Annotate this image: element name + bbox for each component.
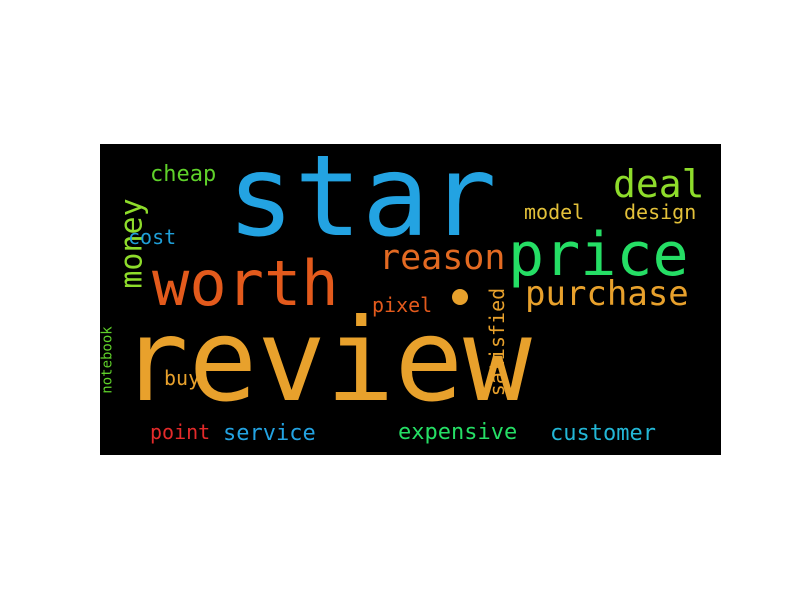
word-service: service <box>223 421 316 446</box>
word-worth: worth <box>152 247 339 320</box>
word-cheap: cheap <box>150 162 217 187</box>
word-cloud: review star price worth reason purchase … <box>100 144 721 455</box>
word-price: price <box>508 220 689 290</box>
dot-mark <box>452 289 468 305</box>
word-purchase: purchase <box>525 274 689 314</box>
word-point: point <box>150 420 211 444</box>
word-star: star <box>227 144 497 262</box>
word-reason: reason <box>379 238 506 278</box>
word-design: design <box>624 200 697 224</box>
word-notebook: notebook <box>100 326 116 394</box>
word-satisfied: satisfied <box>485 287 510 397</box>
word-deal: deal <box>613 162 705 206</box>
word-review: review <box>120 294 532 427</box>
word-expensive: expensive <box>398 420 518 445</box>
word-buy: buy <box>164 366 201 390</box>
word-pixel: pixel <box>372 293 433 317</box>
word-customer: customer <box>550 421 656 446</box>
word-cost: cost <box>128 225 177 249</box>
word-model: model <box>524 200 585 224</box>
